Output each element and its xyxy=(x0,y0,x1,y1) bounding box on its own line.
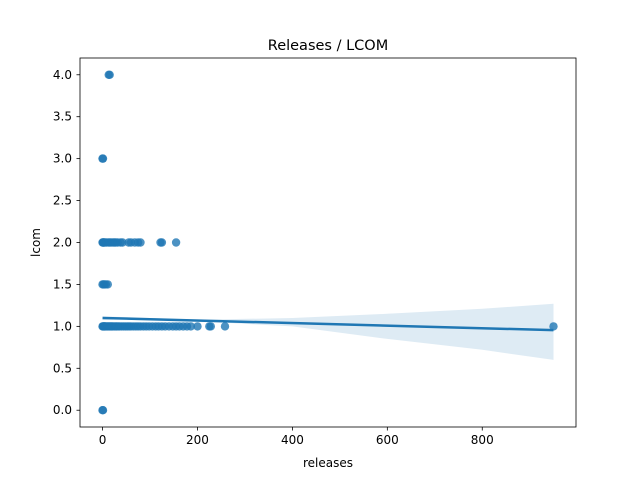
data-point xyxy=(105,70,114,80)
x-axis-label: releases xyxy=(303,456,353,470)
y-tick-label: 4.0 xyxy=(53,68,72,82)
x-tick-label: 800 xyxy=(471,433,494,447)
x-tick-label: 600 xyxy=(376,433,399,447)
regression-line-group xyxy=(102,316,554,332)
y-axis-label: lcom xyxy=(29,228,43,257)
data-point xyxy=(136,238,145,247)
y-tick-label: 3.0 xyxy=(53,152,72,166)
y-axis: 0.0 0.5 1.0 1.5 2.0 2.5 3.0 3.5 4.0 xyxy=(53,68,80,417)
data-point xyxy=(98,406,108,415)
y-tick-label: 0.5 xyxy=(53,361,72,375)
data-point xyxy=(186,322,195,331)
y-tick-label: 3.5 xyxy=(53,110,72,124)
x-tick-label: 400 xyxy=(281,433,304,447)
y-tick-label: 0.0 xyxy=(53,403,72,417)
data-point xyxy=(103,280,113,289)
scatter-points xyxy=(98,70,558,415)
chart-title: Releases / LCOM xyxy=(268,38,388,54)
y-tick-label: 1.5 xyxy=(53,277,72,291)
confidence-band xyxy=(102,303,554,360)
y-tick-label: 2.5 xyxy=(53,194,72,208)
data-point xyxy=(171,238,181,247)
data-point xyxy=(98,154,108,163)
x-tick-label: 0 xyxy=(99,433,107,447)
data-point xyxy=(157,238,167,247)
data-point xyxy=(118,238,127,247)
y-tick-label: 2.0 xyxy=(53,236,72,250)
data-point xyxy=(549,322,558,331)
x-tick-label: 200 xyxy=(186,433,209,447)
data-point xyxy=(193,322,202,331)
regression-line xyxy=(102,316,554,332)
data-point xyxy=(206,322,215,331)
x-axis: 0 200 400 600 800 xyxy=(99,427,494,447)
confidence-band-area xyxy=(102,303,554,360)
data-point xyxy=(220,322,230,331)
y-tick-label: 1.0 xyxy=(53,319,72,333)
